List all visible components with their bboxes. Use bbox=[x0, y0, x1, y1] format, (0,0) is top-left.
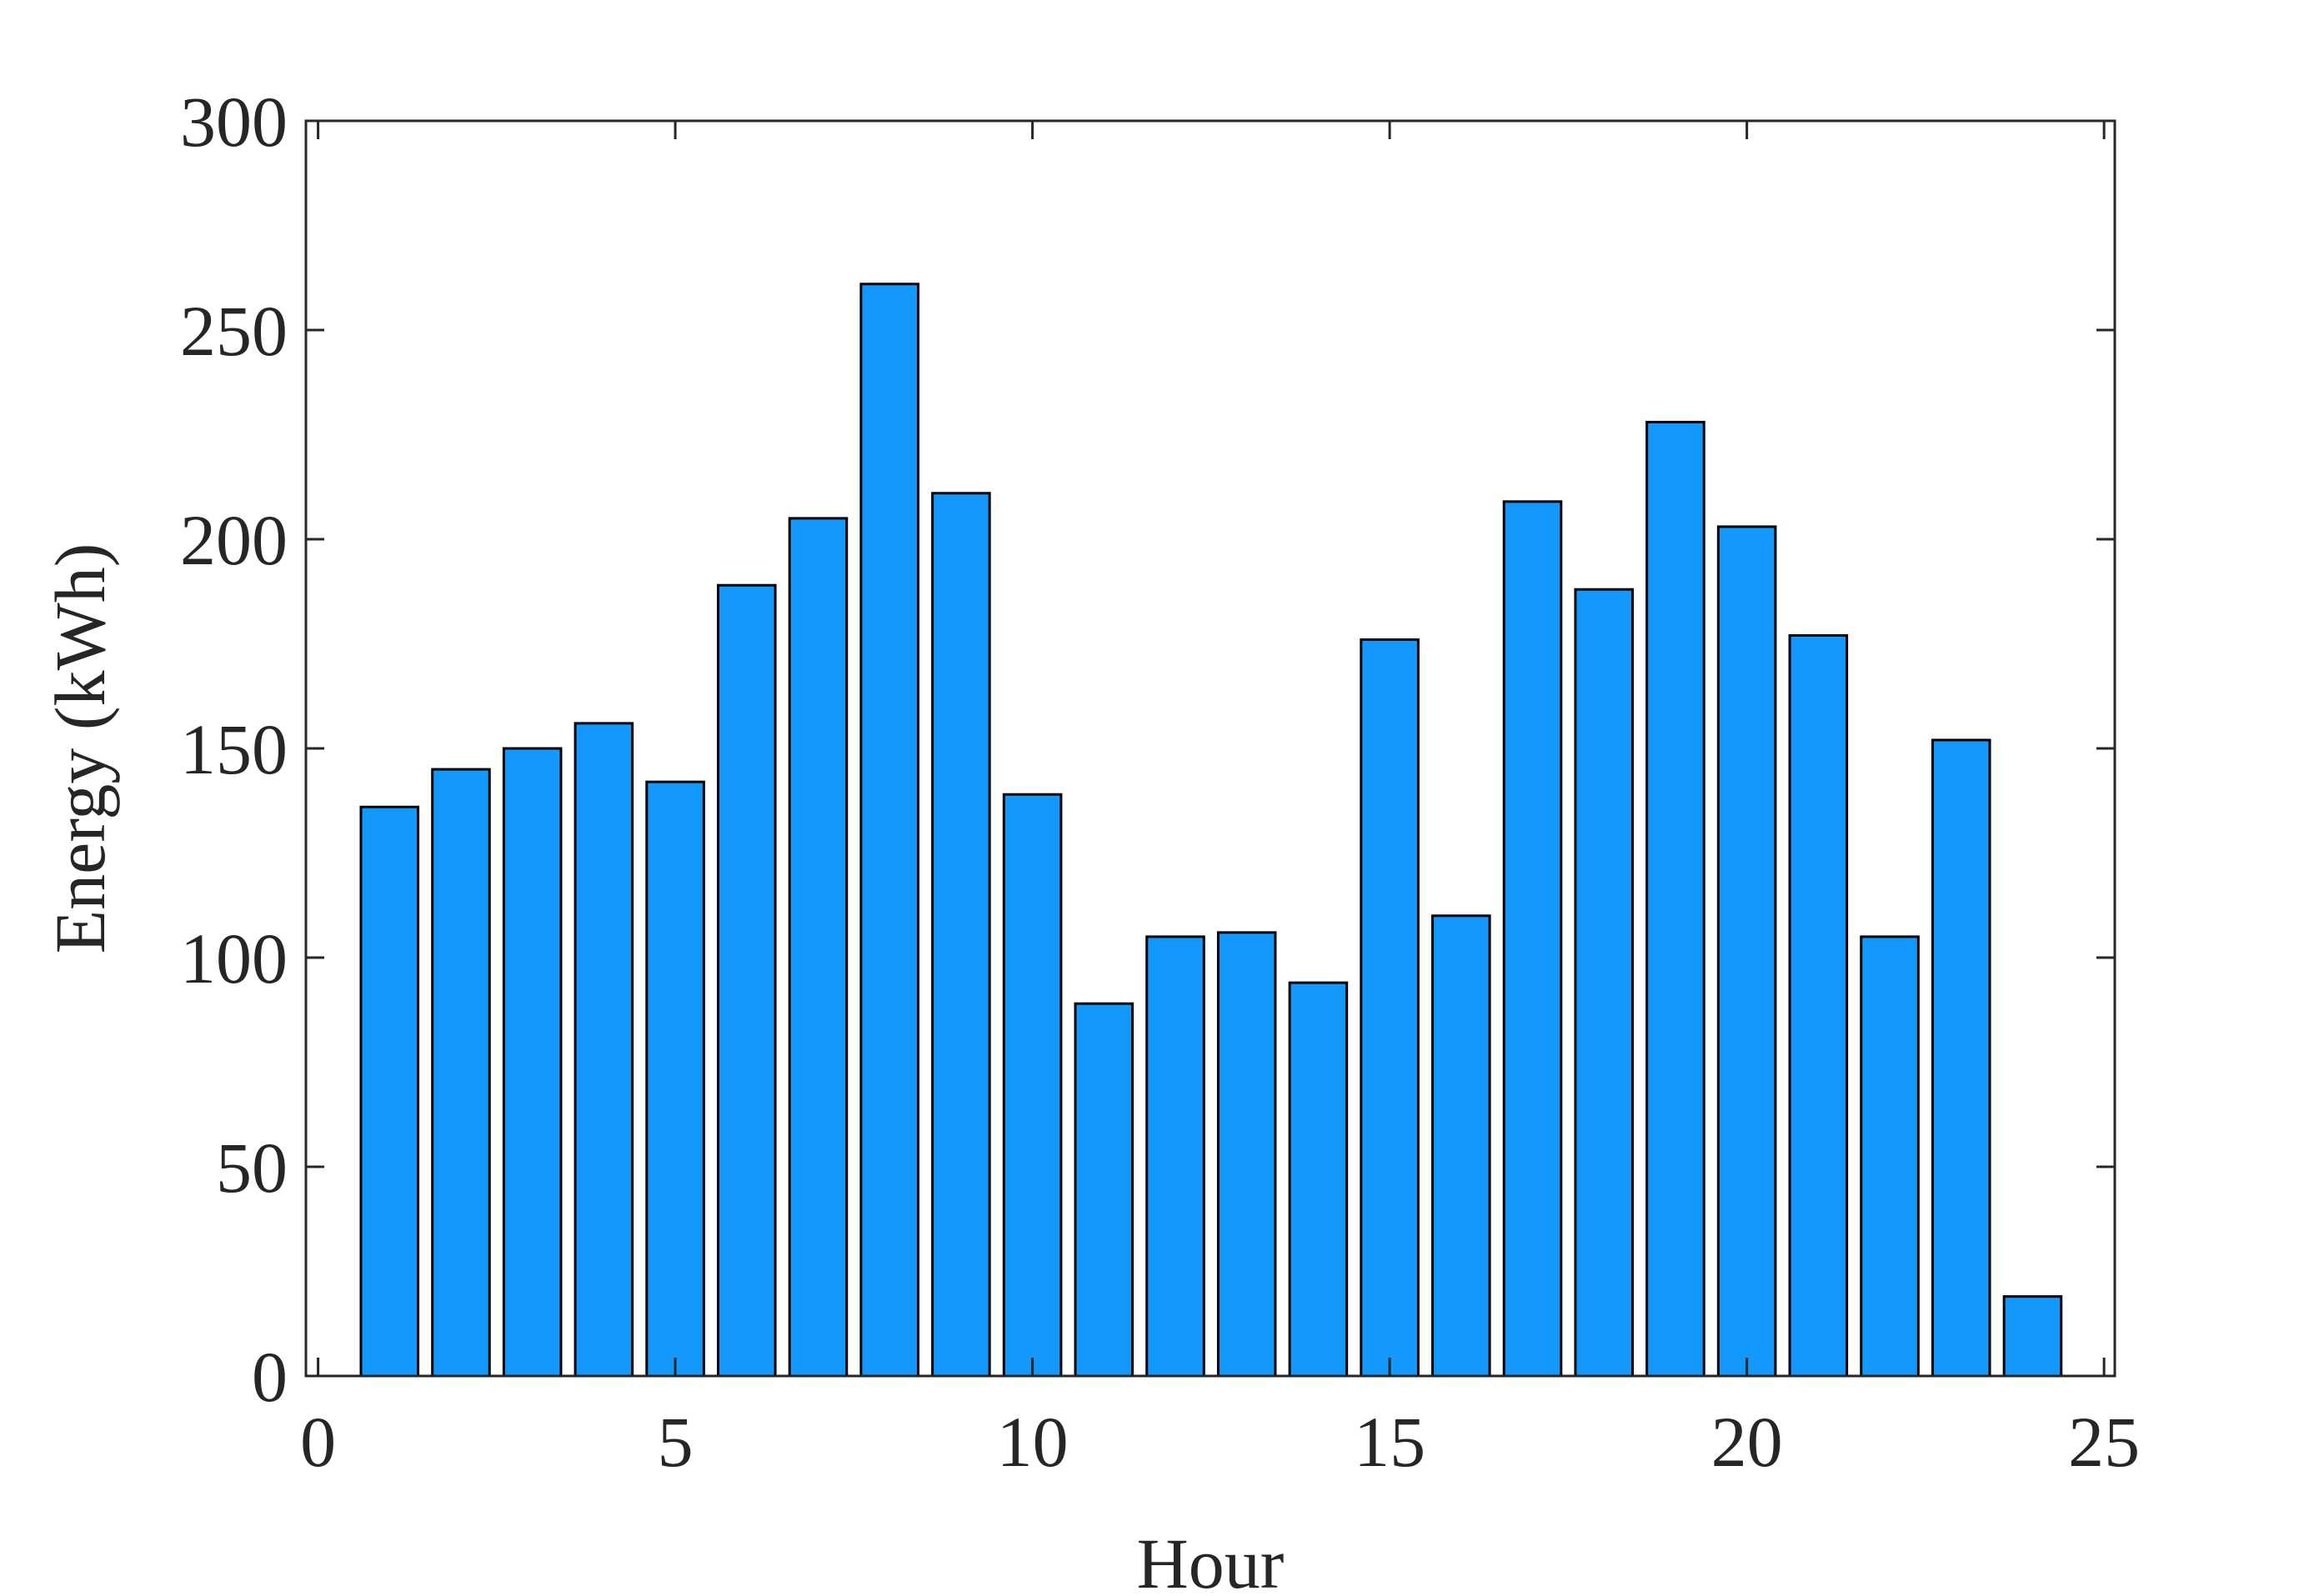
bar bbox=[717, 583, 777, 1378]
y-tick-label: 200 bbox=[180, 500, 288, 580]
bar bbox=[1931, 738, 1991, 1378]
bar bbox=[1431, 914, 1491, 1378]
bar bbox=[1145, 935, 1205, 1378]
x-tick-label: 20 bbox=[1711, 1402, 1783, 1482]
bar bbox=[1860, 935, 1920, 1378]
x-tick-label: 10 bbox=[997, 1402, 1069, 1482]
bar bbox=[573, 722, 634, 1378]
bar bbox=[1574, 588, 1635, 1378]
bar bbox=[2002, 1295, 2063, 1378]
bar bbox=[1074, 1002, 1134, 1378]
y-tick-label: 250 bbox=[180, 291, 288, 371]
x-tick-label: 25 bbox=[2068, 1402, 2140, 1482]
bar bbox=[645, 780, 705, 1378]
bar bbox=[788, 517, 849, 1378]
bar bbox=[1788, 633, 1849, 1378]
x-tick-label: 5 bbox=[658, 1402, 694, 1482]
y-tick-label: 100 bbox=[180, 918, 288, 998]
x-tick-label: 0 bbox=[300, 1402, 336, 1482]
bar bbox=[1502, 500, 1563, 1378]
y-axis-label: Energy (kWh) bbox=[40, 543, 120, 954]
bar bbox=[1002, 793, 1063, 1378]
bar bbox=[859, 283, 919, 1378]
bar bbox=[431, 768, 491, 1378]
axes-box bbox=[304, 119, 2116, 1378]
x-tick-label: 15 bbox=[1354, 1402, 1425, 1482]
bar bbox=[931, 492, 991, 1378]
bar bbox=[1288, 981, 1349, 1378]
bar bbox=[502, 747, 563, 1378]
y-tick-label: 150 bbox=[180, 709, 288, 789]
bar bbox=[359, 805, 420, 1378]
bar bbox=[1360, 638, 1420, 1378]
y-tick-label: 0 bbox=[252, 1337, 288, 1417]
bar bbox=[1216, 931, 1277, 1378]
y-tick-label: 300 bbox=[180, 82, 288, 162]
bar bbox=[1716, 525, 1777, 1378]
bar bbox=[1645, 420, 1705, 1378]
y-tick-label: 50 bbox=[216, 1128, 288, 1208]
x-axis-label: Hour bbox=[1137, 1523, 1285, 1596]
